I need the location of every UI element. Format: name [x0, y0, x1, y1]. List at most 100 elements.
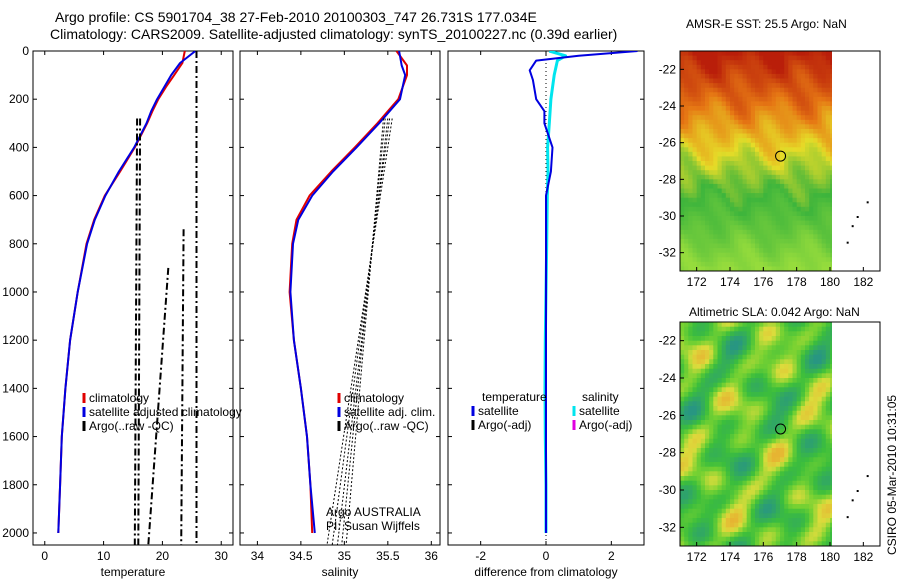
map-cell [742, 206, 748, 212]
map-cell [709, 119, 714, 125]
map-cell [717, 60, 723, 66]
map-cell [705, 415, 710, 421]
map-cell [788, 87, 793, 93]
map-cell [725, 331, 731, 337]
map-cell [750, 216, 756, 221]
map-cell [738, 119, 743, 125]
map-cell [767, 462, 773, 468]
map-cell [738, 225, 743, 231]
map-cell [800, 252, 806, 258]
map-cell [817, 133, 823, 139]
map-cell [767, 138, 773, 144]
map-cell [830, 494, 832, 500]
map-cell [755, 485, 760, 491]
map-cell [788, 142, 793, 148]
map-cell [767, 476, 773, 482]
map-cell [792, 541, 798, 546]
map-cell [742, 354, 748, 360]
map-cell [825, 476, 831, 482]
map-cell [825, 174, 831, 180]
map-cell [709, 60, 714, 66]
map-cell [825, 364, 831, 370]
map-cell [796, 183, 802, 189]
map-cell [746, 151, 752, 157]
map-cell [738, 527, 743, 533]
map-cell [705, 448, 710, 454]
map-cell [825, 490, 831, 496]
map-cell [684, 448, 689, 454]
map-cell [700, 165, 706, 171]
map-cell [825, 378, 831, 384]
map-cell [784, 238, 789, 244]
map-cell [700, 216, 706, 221]
x-axis-label-salinity: salinity [322, 565, 359, 579]
map-cell [688, 234, 693, 240]
map-cell [746, 55, 752, 61]
map-cell [721, 396, 727, 402]
map-cell [717, 248, 723, 254]
map-cell [730, 382, 735, 388]
map-cell [684, 193, 689, 199]
map-cell [684, 513, 689, 519]
map-cell [692, 504, 698, 510]
map-cell [688, 115, 693, 121]
map-cell [809, 452, 814, 458]
map-cell [692, 350, 698, 356]
map-cell [700, 364, 706, 370]
map-cell [742, 518, 748, 524]
map-cell [713, 202, 718, 208]
map-cell [771, 378, 777, 384]
map-cell [713, 220, 718, 226]
map-cell [775, 345, 781, 351]
map-cell [738, 326, 743, 332]
map-cell [717, 170, 723, 176]
map-cell [767, 174, 773, 180]
map-cell [746, 179, 752, 185]
map-cell [784, 331, 789, 337]
map-cell [763, 64, 768, 70]
map-title-1: Altimetric SLA: 0.042 Argo: NaN [689, 305, 860, 319]
map-cell [780, 165, 785, 171]
map-cell [755, 499, 760, 505]
map-cell [830, 73, 832, 79]
map-cell [709, 354, 714, 360]
map-cell [746, 261, 752, 267]
map-cell [830, 124, 832, 130]
map-cell [705, 206, 710, 212]
map-cell [775, 188, 781, 194]
map-cell [784, 234, 789, 240]
map-cell [788, 229, 793, 235]
map-cell [734, 471, 739, 477]
map-cell [821, 424, 827, 430]
map-cell [713, 266, 718, 271]
map-cell [825, 161, 831, 166]
map-cell [717, 183, 723, 189]
map-cell [742, 392, 748, 398]
map-cell [742, 359, 748, 365]
map-cell [825, 83, 831, 89]
map-cell [805, 128, 810, 134]
map-cell [734, 485, 739, 491]
map-cell [717, 359, 723, 365]
map-cell [830, 382, 832, 388]
map-cell [742, 457, 748, 463]
map-cell [684, 183, 689, 189]
map-cell [746, 448, 752, 454]
map-cell [796, 387, 802, 393]
map-cell [775, 252, 781, 258]
map-cell [821, 197, 827, 203]
map-cell [692, 101, 698, 107]
map-cell [809, 261, 814, 267]
map-cell [696, 373, 702, 379]
map-cell [684, 415, 689, 421]
map-cell [705, 420, 710, 426]
map-cell [796, 248, 802, 254]
map-cell [755, 83, 760, 89]
map-cell [755, 480, 760, 486]
map-cell [746, 174, 752, 180]
map-cell [771, 60, 777, 66]
temperature-argo-line [180, 229, 185, 545]
map-cell [680, 466, 685, 472]
map-cell [738, 87, 743, 93]
map-cell [734, 424, 739, 430]
